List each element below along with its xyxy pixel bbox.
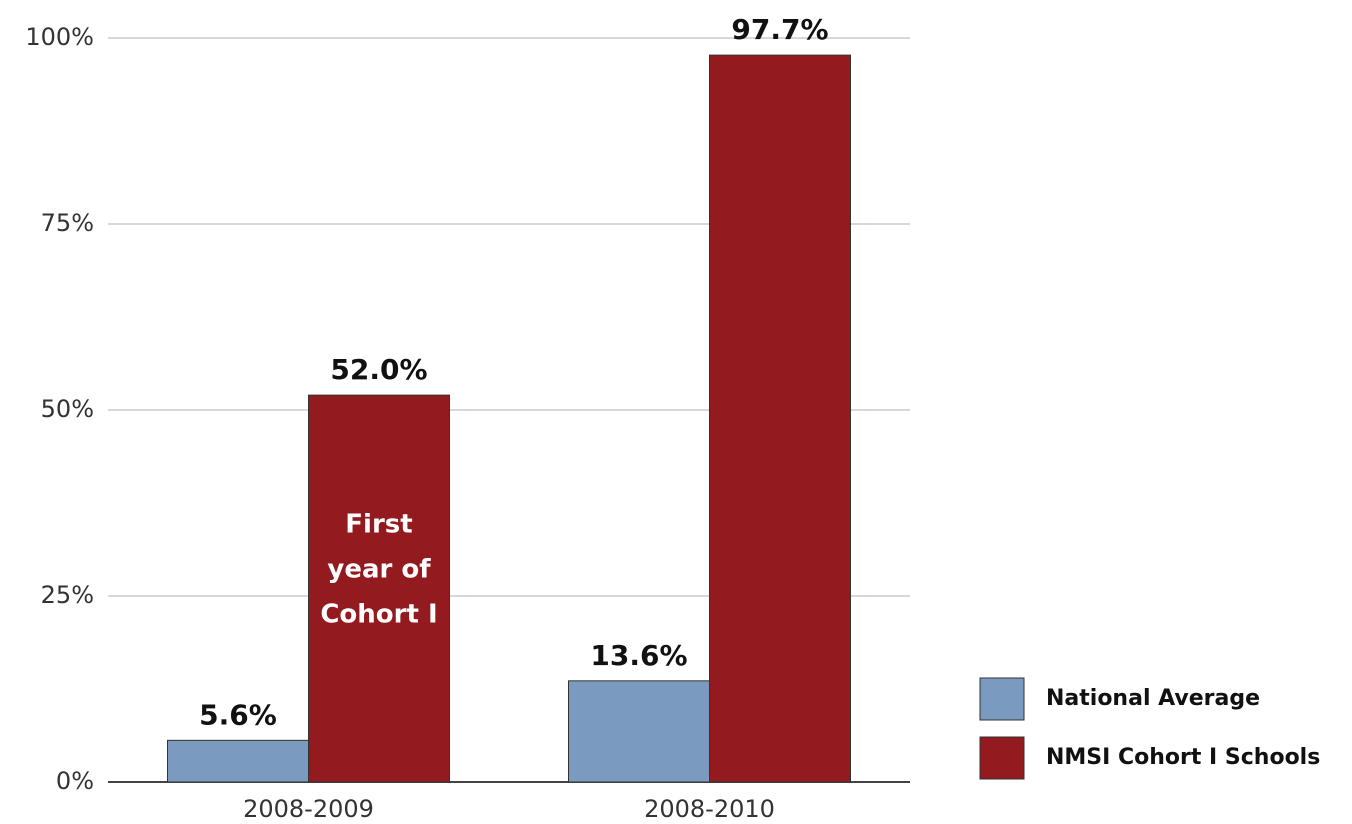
value-label: 13.6%: [590, 639, 687, 672]
value-label: 97.7%: [731, 13, 828, 46]
legend-label: National Average: [1046, 686, 1260, 711]
value-label: 52.0%: [330, 353, 427, 386]
legend-swatch: [979, 677, 1025, 721]
x-tick-label: 2008-2009: [243, 795, 374, 823]
annotation: First: [345, 510, 412, 540]
annotation: Cohort I: [320, 600, 437, 630]
bar: [568, 680, 710, 783]
annotation: year of: [327, 555, 431, 585]
value-label: 5.6%: [199, 698, 277, 731]
y-tick-label: 100%: [25, 23, 94, 51]
y-tick-label: 25%: [41, 581, 94, 609]
bar: [167, 739, 309, 783]
y-tick-label: 0%: [56, 767, 94, 795]
y-tick-label: 75%: [41, 209, 94, 237]
bar: [709, 54, 851, 783]
legend-swatch: [979, 736, 1025, 780]
bar: [308, 394, 450, 783]
legend-label: NMSI Cohort I Schools: [1046, 745, 1320, 770]
y-tick-label: 50%: [41, 395, 94, 423]
x-tick-label: 2008-2010: [644, 795, 775, 823]
